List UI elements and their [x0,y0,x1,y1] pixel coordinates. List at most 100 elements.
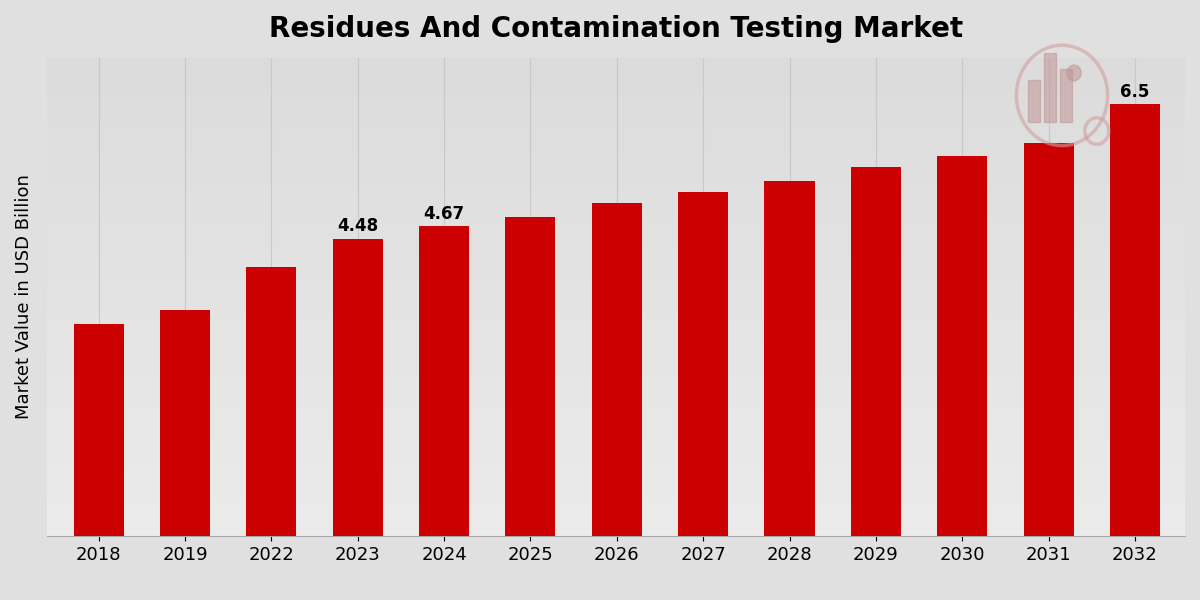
Bar [47,467,1186,469]
Bar [47,292,1186,295]
Bar [47,352,1186,355]
Bar [47,113,1186,115]
Bar [592,203,642,536]
Bar [47,209,1186,211]
Bar [47,309,1186,311]
Bar [47,371,1186,374]
Bar [47,273,1186,275]
Bar [47,261,1186,263]
Bar [47,130,1186,132]
Bar [47,527,1186,529]
Bar [47,481,1186,484]
Bar [47,247,1186,249]
Bar [47,421,1186,424]
Title: Residues And Contamination Testing Market: Residues And Contamination Testing Marke… [269,15,964,43]
Text: 6.5: 6.5 [1121,83,1150,101]
Bar [47,357,1186,359]
Bar [47,216,1186,218]
Bar [47,316,1186,319]
Bar [47,194,1186,197]
Bar [47,204,1186,206]
Bar [47,335,1186,338]
Bar [764,181,815,536]
Bar [47,311,1186,314]
Bar [47,206,1186,209]
Bar [47,510,1186,512]
Bar [47,383,1186,386]
Bar [47,450,1186,452]
Bar [47,493,1186,496]
Bar [47,488,1186,491]
Bar [47,460,1186,462]
Bar [47,256,1186,259]
Bar [47,474,1186,476]
Bar [47,254,1186,256]
Bar [47,443,1186,445]
Bar [47,445,1186,448]
Bar [47,115,1186,118]
Bar [47,359,1186,362]
Bar [47,139,1186,142]
Bar [47,239,1186,242]
Bar [47,94,1186,96]
Bar [47,72,1186,74]
Bar [47,433,1186,436]
Bar [47,187,1186,190]
Bar [47,185,1186,187]
Bar [47,154,1186,156]
Bar [47,498,1186,500]
Bar [47,149,1186,151]
Bar [47,534,1186,536]
Bar [47,290,1186,292]
Bar [47,328,1186,331]
Bar [47,409,1186,412]
Bar [47,416,1186,419]
Bar [47,431,1186,433]
Bar [47,520,1186,522]
Bar [47,350,1186,352]
Bar [47,197,1186,199]
Bar [47,405,1186,407]
Bar [47,237,1186,239]
Bar [47,142,1186,144]
Bar [47,230,1186,232]
Bar [47,120,1186,122]
Bar [47,508,1186,510]
Bar [47,161,1186,163]
Bar [47,314,1186,316]
Bar [47,62,1186,65]
Bar [47,347,1186,350]
Bar [47,287,1186,290]
Bar [47,369,1186,371]
Bar [47,364,1186,367]
Bar [47,340,1186,343]
Bar [47,362,1186,364]
Bar [47,271,1186,273]
Bar [47,173,1186,175]
Bar [47,163,1186,166]
Bar [332,239,383,536]
Bar [47,479,1186,481]
Bar [47,89,1186,91]
Bar [47,280,1186,283]
Bar [47,137,1186,139]
Bar [47,484,1186,486]
Bar [47,505,1186,508]
Bar [1024,143,1074,536]
Circle shape [1067,65,1081,81]
Bar [47,125,1186,127]
Bar [47,146,1186,149]
Bar [47,268,1186,271]
Bar [1110,104,1160,536]
Bar [47,491,1186,493]
Bar [47,218,1186,221]
Bar [47,419,1186,421]
Text: 4.48: 4.48 [337,217,378,235]
Bar [47,225,1186,227]
Bar [47,227,1186,230]
Bar [47,79,1186,82]
Bar [47,503,1186,505]
Bar [47,319,1186,321]
Bar [47,486,1186,488]
Bar [47,182,1186,185]
